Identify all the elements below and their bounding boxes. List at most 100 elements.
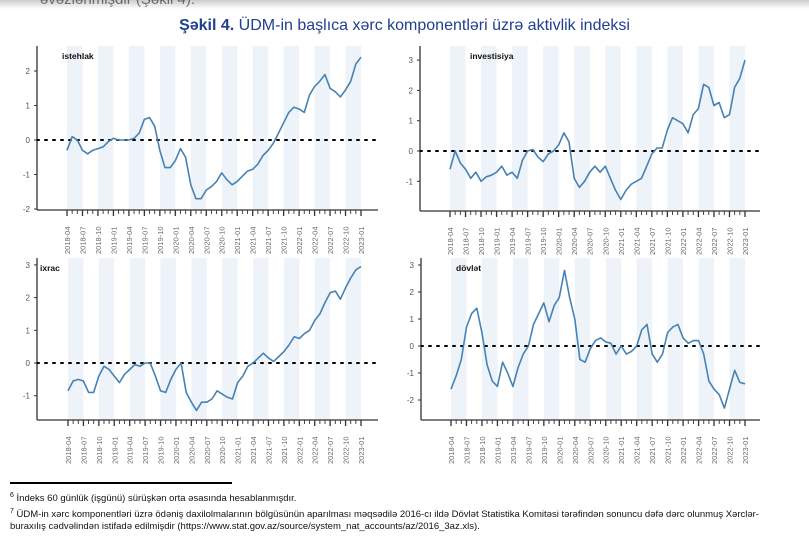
chart-panel-0: -2 -1 0 1 2 2018-04 2018-07 2018-10 2019-01 2019-… xyxy=(23,46,379,254)
x-tick-label: 2021-07 xyxy=(648,436,657,464)
shaded-band xyxy=(667,258,684,420)
x-tick-label: 2021-10 xyxy=(280,226,289,254)
footnote-text: İndeks 60 günlük (işgünü) sürüşkən orta … xyxy=(16,493,297,505)
y-tick-label: 0 xyxy=(26,136,31,145)
y-tick-label: 1 xyxy=(410,315,415,324)
shaded-band xyxy=(222,258,238,420)
x-tick-label: 2021-10 xyxy=(280,436,289,464)
figure-label: Şəkil 4. xyxy=(179,17,235,34)
shaded-band xyxy=(481,46,497,211)
shaded-band xyxy=(636,46,652,211)
shaded-band xyxy=(512,258,529,420)
y-tick-label: 2 xyxy=(26,294,31,303)
shaded-band xyxy=(481,258,498,420)
x-tick-label: 2018-10 xyxy=(477,227,486,255)
shaded-band xyxy=(667,46,683,211)
y-tick-label: 1 xyxy=(26,102,31,111)
shaded-band xyxy=(543,46,559,211)
x-tick-label: 2021-04 xyxy=(632,227,641,255)
panel-label: investisiya xyxy=(470,51,514,61)
x-tick-label: 2020-01 xyxy=(555,436,564,464)
shaded-band xyxy=(191,258,207,420)
shaded-band xyxy=(698,258,715,420)
y-tick-label: 2 xyxy=(409,86,414,95)
y-tick-label: -1 xyxy=(23,171,31,180)
panel-label: dövlət xyxy=(456,263,481,273)
series-line-dövlət xyxy=(450,269,746,409)
x-tick-label: 2021-01 xyxy=(617,436,626,464)
x-tick-label: 2018-07 xyxy=(78,226,87,254)
x-tick-label: 2022-04 xyxy=(311,436,320,464)
footnote-number: 7 xyxy=(10,508,14,515)
shaded-band xyxy=(129,258,146,420)
x-tick-label: 2018-04 xyxy=(446,227,455,255)
shaded-band xyxy=(160,258,176,420)
panel-label: istehlak xyxy=(62,51,94,61)
y-tick-label: 1 xyxy=(26,326,31,335)
shaded-band xyxy=(450,46,466,211)
x-tick-label: 2020-10 xyxy=(601,227,610,255)
x-tick-label: 2019-10 xyxy=(157,436,166,464)
shaded-band xyxy=(698,46,714,211)
x-tick-label: 2021-07 xyxy=(648,227,657,255)
x-tick-label: 2020-07 xyxy=(586,436,595,464)
shaded-band xyxy=(729,258,745,420)
y-tick-label: 0 xyxy=(410,342,415,351)
shaded-band xyxy=(283,46,300,210)
y-tick-label: 3 xyxy=(409,56,414,65)
x-tick-label: 2022-01 xyxy=(295,226,304,254)
x-tick-label: 2018-07 xyxy=(79,436,88,464)
x-tick-label: 2021-10 xyxy=(664,436,673,464)
x-tick-label: 2022-04 xyxy=(695,436,704,464)
x-tick-label: 2020-10 xyxy=(602,436,611,464)
shaded-band xyxy=(67,46,83,210)
x-tick-label: 2021-01 xyxy=(234,436,243,464)
series-line-investisiya xyxy=(449,59,746,201)
x-tick-label: 2018-10 xyxy=(95,436,104,464)
footnote-6: 6 İndeks 60 günlük (işgünü) sürüşkən ort… xyxy=(10,490,800,505)
x-tick-label: 2022-01 xyxy=(295,436,304,464)
shaded-band xyxy=(314,46,331,210)
x-tick-label: 2021-07 xyxy=(264,436,273,464)
x-tick-label: 2018-10 xyxy=(478,436,487,464)
y-tick-label: 2 xyxy=(26,67,31,76)
chart-panel-3: -2 -1 0 1 2 3 2018-04 2018-07 2018-10 2019-01 2019… xyxy=(407,258,761,464)
figure-title-text: ÜDM-in başlıca xərc komponentləri üzrə a… xyxy=(238,17,630,34)
shaded-band xyxy=(221,46,238,210)
x-tick-label: 2018-04 xyxy=(63,226,72,254)
x-tick-label: 2020-04 xyxy=(571,436,580,464)
x-tick-label: 2022-10 xyxy=(725,227,734,255)
x-tick-label: 2022-04 xyxy=(311,226,320,254)
x-tick-label: 2019-01 xyxy=(493,436,502,464)
x-tick-label: 2019-04 xyxy=(126,436,135,464)
x-tick-label: 2019-07 xyxy=(524,436,533,464)
x-tick-label: 2020-01 xyxy=(555,227,564,255)
shaded-band xyxy=(345,258,361,420)
x-tick-label: 2018-04 xyxy=(447,436,456,464)
shaded-band xyxy=(636,258,653,420)
x-tick-label: 2022-07 xyxy=(710,227,719,255)
x-tick-label: 2020-10 xyxy=(218,226,227,254)
shaded-band xyxy=(128,46,145,210)
x-tick-label: 2020-04 xyxy=(187,436,196,464)
y-tick-label: -1 xyxy=(23,392,31,401)
x-tick-label: 2019-10 xyxy=(540,436,549,464)
shaded-band xyxy=(512,46,528,211)
series-line-ixrac xyxy=(67,265,362,412)
x-tick-label: 2022-10 xyxy=(726,436,735,464)
y-tick-label: 3 xyxy=(26,261,31,270)
shaded-band xyxy=(574,258,591,420)
y-tick-label: 0 xyxy=(409,147,414,156)
shaded-band xyxy=(574,46,590,211)
x-tick-label: 2020-07 xyxy=(202,226,211,254)
x-tick-label: 2019-01 xyxy=(109,226,118,254)
x-tick-label: 2023-01 xyxy=(357,436,366,464)
footnote-7: 7 ÜDM-in xərc komponentləri üzrə ödəniş … xyxy=(10,506,780,533)
x-tick-label: 2018-07 xyxy=(462,436,471,464)
chart-panel-1: -1 0 1 2 3 2018-04 2018-07 2018-10 2019-01 2019-0… xyxy=(406,46,761,255)
x-tick-label: 2023-01 xyxy=(741,436,750,464)
x-tick-label: 2023-01 xyxy=(357,226,366,254)
y-tick-label: -1 xyxy=(407,369,415,378)
y-tick-label: -1 xyxy=(406,177,414,186)
x-tick-label: 2020-10 xyxy=(218,436,227,464)
